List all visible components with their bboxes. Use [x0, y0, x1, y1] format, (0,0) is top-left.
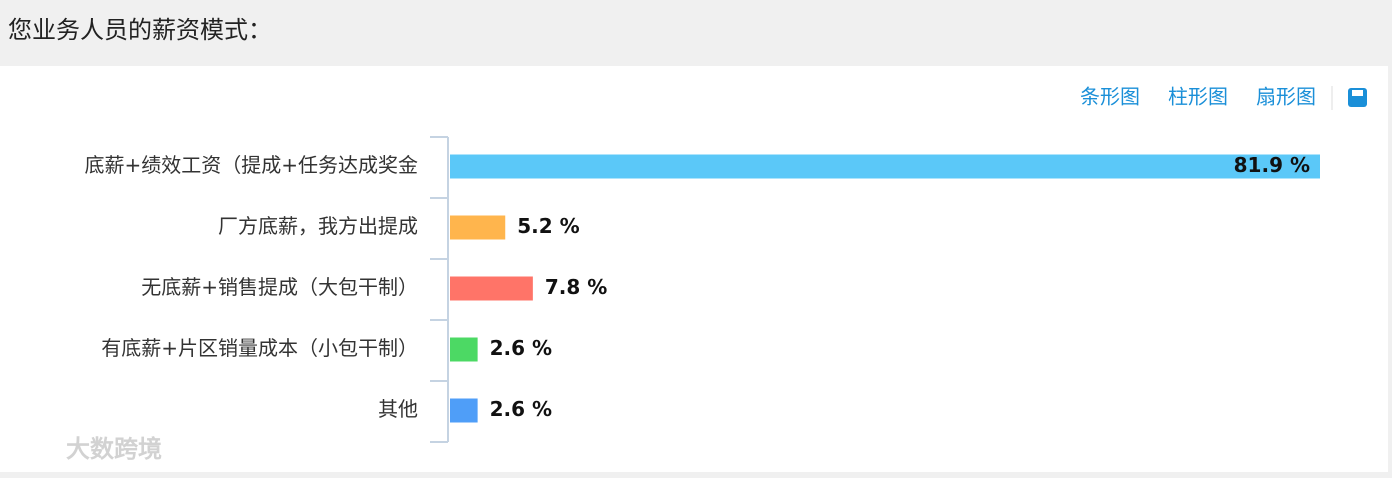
value-label: 81.9 % [1234, 153, 1310, 177]
save-button[interactable] [1348, 88, 1367, 107]
category-label: 底薪+绩效工资（提成+任务达成奖金 [84, 153, 418, 177]
category-label: 有底薪+片区销量成本（小包干制） [101, 336, 418, 360]
value-label: 5.2 % [517, 214, 579, 238]
header-title: 您业务人员的薪资模式： [8, 16, 272, 44]
bar [450, 337, 478, 362]
watermark: 大数跨境 [66, 435, 162, 463]
value-label: 2.6 % [490, 336, 552, 360]
bar [450, 154, 1320, 179]
chart: 底薪+绩效工资（提成+任务达成奖金 81.9 % 厂方底薪，我方出提成 5.2 % 无底… [84, 136, 1320, 443]
column-view-link[interactable]: 柱形图 [1168, 85, 1228, 109]
header-bar [0, 0, 1392, 66]
category-label: 其他 [378, 397, 418, 421]
category-label: 厂方底薪，我方出提成 [218, 214, 418, 238]
bar [450, 276, 533, 301]
bar [450, 398, 478, 423]
value-label: 7.8 % [545, 275, 607, 299]
value-label: 2.6 % [490, 397, 552, 421]
bar [450, 215, 506, 240]
panel [0, 66, 1388, 472]
pie-view-link[interactable]: 扇形图 [1256, 85, 1316, 109]
category-label: 无底薪+销售提成（大包干制） [141, 275, 418, 299]
bar-view-link[interactable]: 条形图 [1080, 85, 1140, 109]
